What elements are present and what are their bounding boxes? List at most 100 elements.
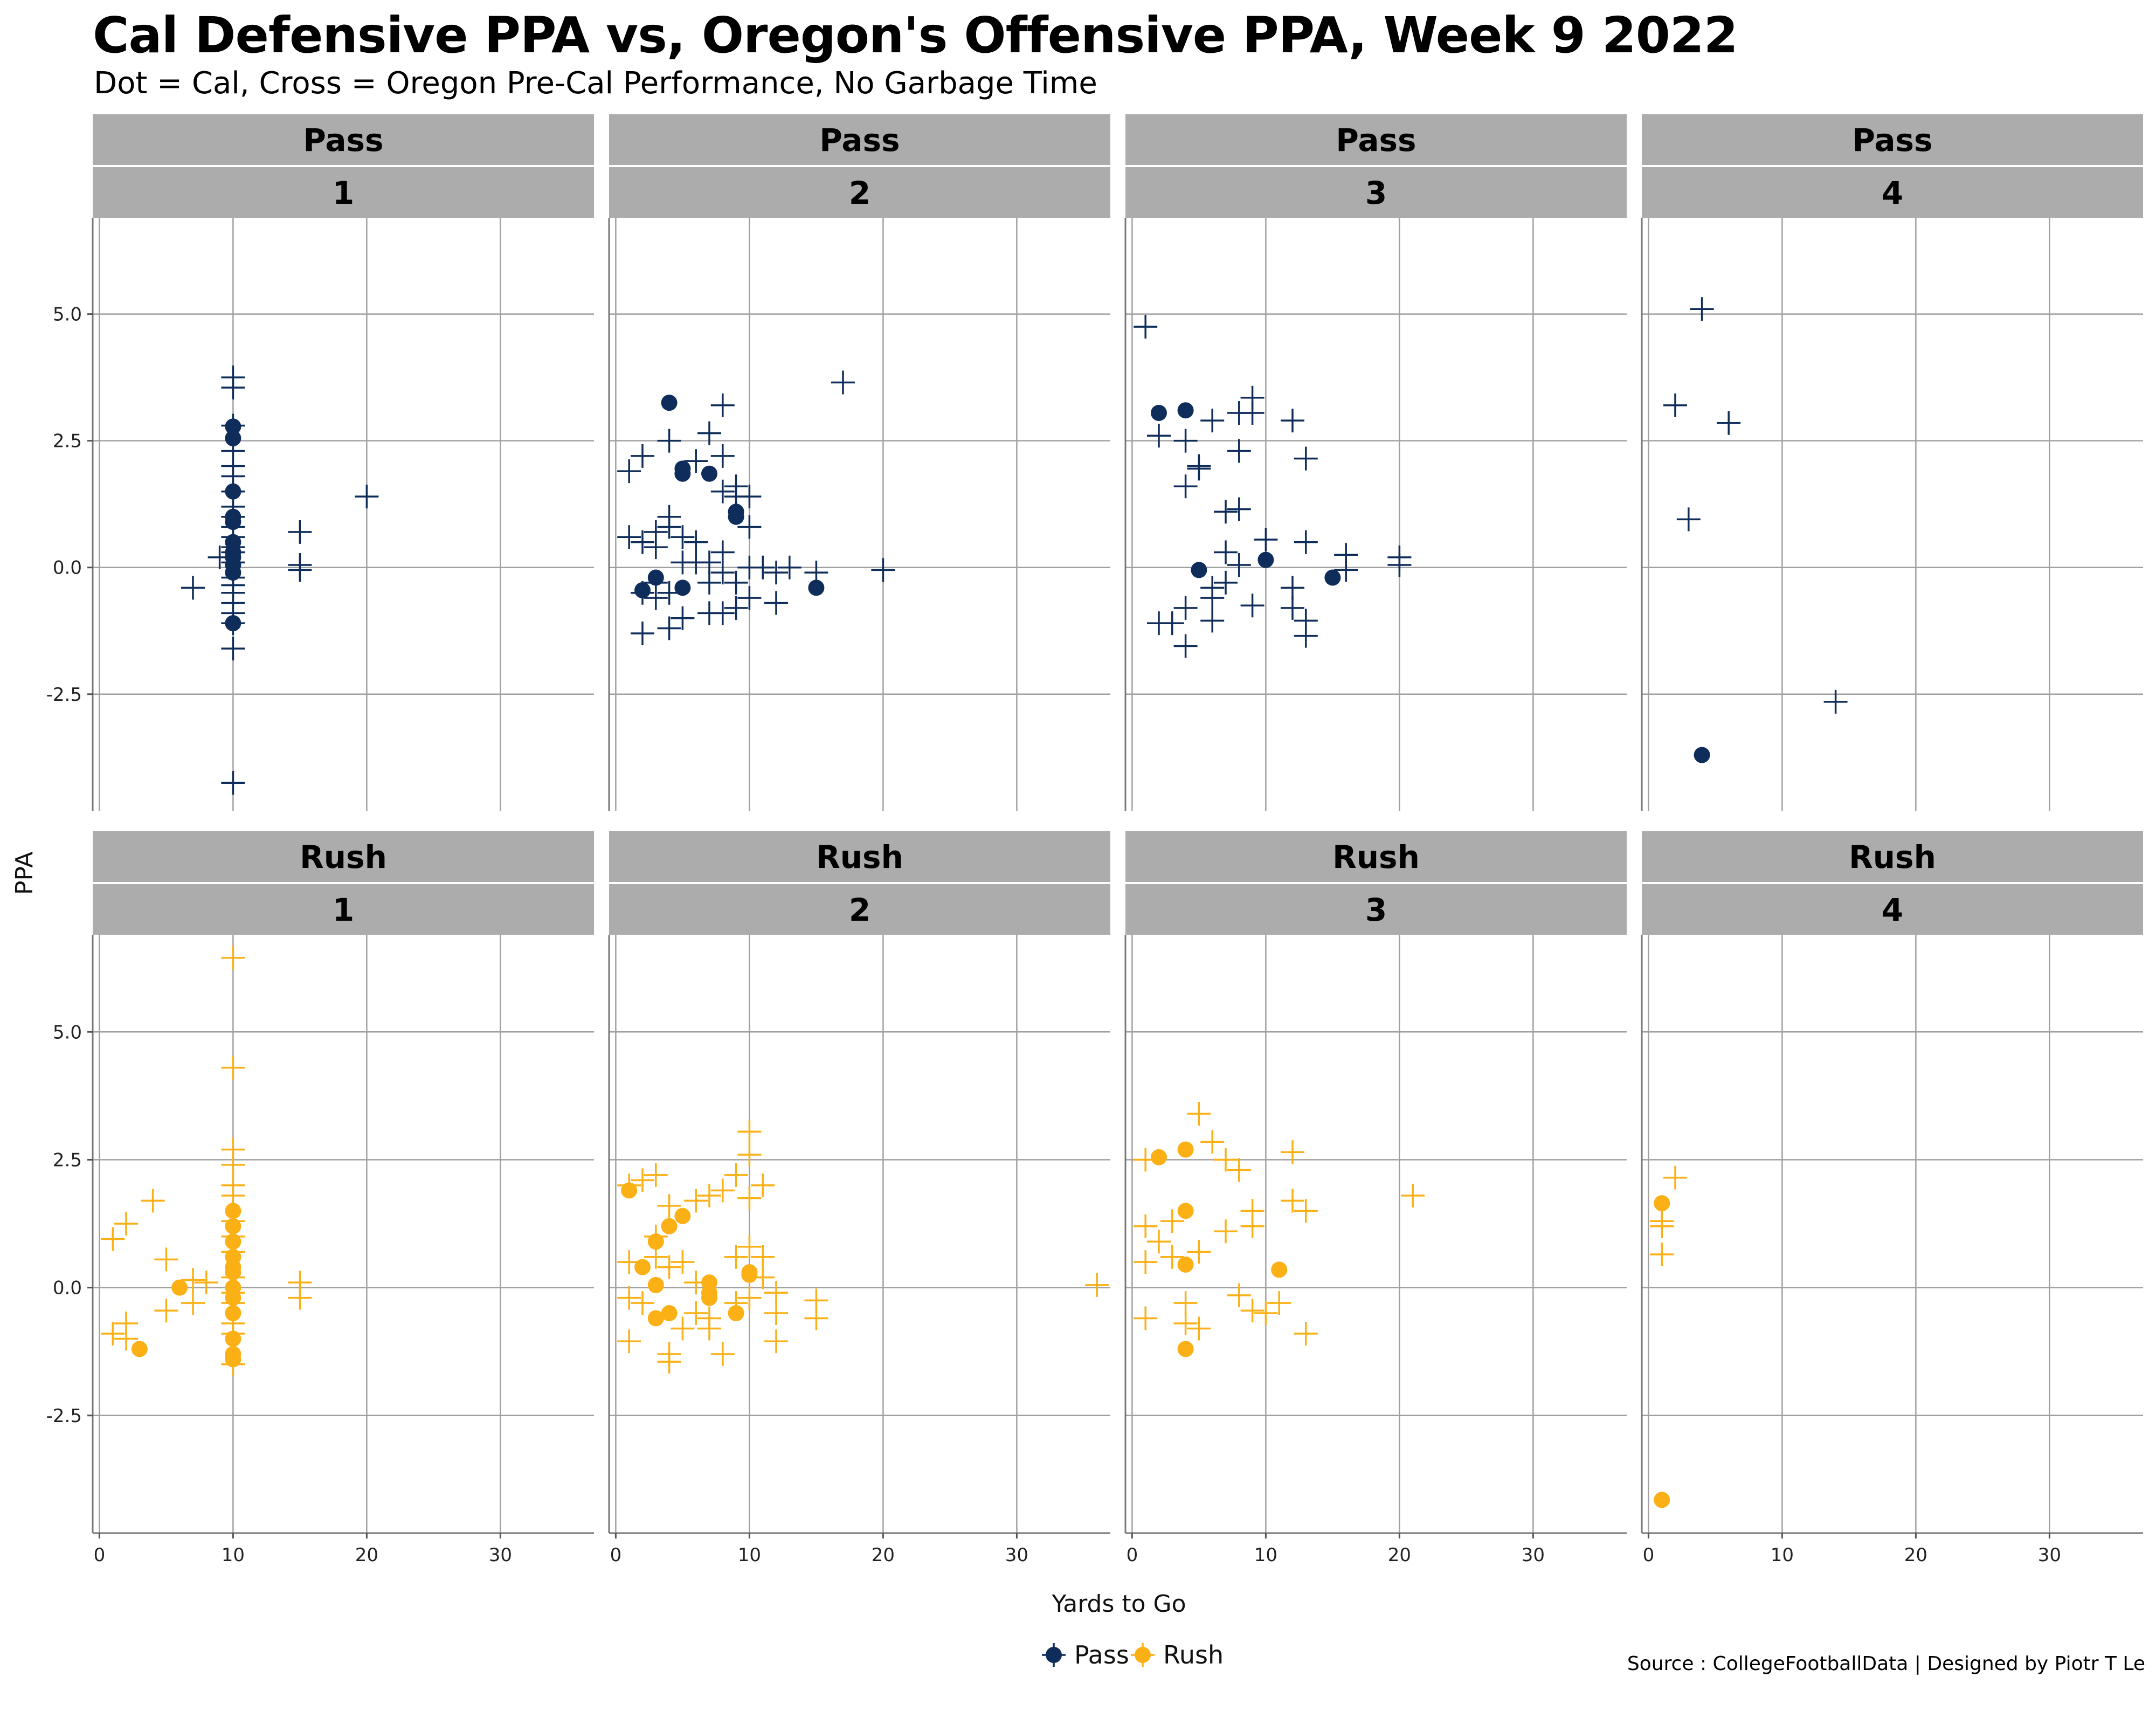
x-tick-label: 10	[1254, 1544, 1277, 1566]
cal-dot-point	[647, 1233, 664, 1250]
oregon-cross-point	[724, 596, 748, 620]
cal-dot-point	[131, 1341, 148, 1357]
cal-dot-point	[225, 514, 241, 530]
cal-dot-point	[1191, 562, 1207, 578]
cal-dot-point	[225, 1330, 241, 1347]
oregon-cross-point	[1267, 1291, 1291, 1315]
oregon-cross-point	[221, 375, 245, 399]
oregon-cross-point	[1187, 457, 1211, 481]
oregon-cross-point	[737, 1142, 762, 1167]
strip-label-play-type: Rush	[1332, 839, 1420, 875]
oregon-cross-point	[831, 370, 855, 395]
cal-dot-point	[701, 1289, 717, 1306]
strip-label-play-type: Rush	[1849, 839, 1936, 875]
cal-dot-point	[674, 579, 691, 596]
oregon-cross-point	[697, 1316, 721, 1341]
strip-down-bg	[1125, 884, 1627, 935]
cal-dot-point	[1257, 551, 1274, 568]
oregon-cross-point	[1200, 1130, 1225, 1154]
oregon-cross-point	[154, 1299, 178, 1323]
oregon-cross-point	[671, 525, 695, 549]
oregon-cross-point	[871, 558, 895, 582]
oregon-cross-point	[221, 946, 245, 970]
strip-label-down: 1	[333, 892, 354, 928]
oregon-cross-point	[1214, 500, 1238, 524]
cal-dot-point	[634, 582, 651, 599]
strip-play-type-bg	[1125, 114, 1627, 165]
oregon-cross-point	[1294, 530, 1318, 554]
oregon-cross-point	[764, 561, 788, 585]
oregon-cross-point	[221, 1153, 245, 1177]
oregon-cross-point	[288, 558, 312, 582]
oregon-cross-point	[777, 555, 801, 579]
strip-down-bg	[93, 884, 594, 935]
cal-dot-point	[1177, 1203, 1194, 1219]
oregon-cross-point	[671, 1316, 695, 1341]
oregon-cross-point	[1173, 1312, 1198, 1336]
oregon-cross-point	[1227, 1158, 1251, 1182]
oregon-cross-point	[1676, 507, 1701, 532]
oregon-cross-point	[1214, 540, 1238, 564]
x-tick-label: 0	[610, 1544, 622, 1566]
strip-play-type-bg	[1125, 831, 1627, 882]
cal-dot-point	[661, 1218, 678, 1234]
oregon-cross-point	[710, 479, 735, 503]
oregon-cross-point	[617, 525, 641, 549]
cal-dot-point	[808, 579, 825, 596]
oregon-cross-point	[1387, 553, 1412, 577]
cal-dot-point	[661, 1305, 678, 1322]
oregon-cross-point	[1294, 1199, 1318, 1223]
oregon-cross-point	[1173, 429, 1198, 453]
x-tick-label: 30	[1005, 1544, 1028, 1566]
cal-dot-point	[225, 1233, 241, 1250]
source-caption: Source : CollegeFootballData | Designed …	[1627, 1653, 2145, 1675]
oregon-cross-point	[1281, 1140, 1304, 1164]
y-tick-label: 2.5	[53, 1149, 82, 1171]
cal-dot-point	[728, 1305, 744, 1322]
cal-dot-point	[1324, 569, 1341, 586]
oregon-cross-point	[617, 459, 641, 484]
strip-label-play-type: Pass	[303, 122, 383, 158]
cal-dot-point	[674, 1208, 691, 1224]
cal-dot-point	[728, 508, 744, 525]
oregon-cross-point	[1281, 1189, 1304, 1213]
oregon-cross-point	[737, 586, 762, 610]
oregon-cross-point	[724, 570, 748, 595]
strip-label-play-type: Pass	[1852, 122, 1932, 158]
oregon-cross-point	[1663, 393, 1687, 417]
cal-dot-point	[1271, 1261, 1288, 1278]
strip-play-type-bg	[609, 114, 1110, 165]
strip-label-down: 3	[1365, 175, 1387, 211]
oregon-cross-point	[1281, 576, 1304, 600]
strip-label-play-type: Rush	[816, 839, 903, 875]
legend-key-dot	[1046, 1647, 1062, 1663]
strip-label-down: 1	[333, 175, 354, 211]
strip-label-down: 4	[1882, 175, 1903, 211]
oregon-cross-point	[1160, 1209, 1184, 1233]
oregon-cross-point	[710, 1342, 735, 1366]
oregon-cross-point	[617, 1286, 641, 1310]
x-tick-label: 30	[489, 1544, 512, 1566]
cal-dot-point	[225, 1264, 241, 1281]
oregon-cross-point	[657, 1255, 681, 1279]
x-tick-label: 30	[1522, 1544, 1545, 1566]
cal-dot-point	[225, 483, 241, 500]
cal-dot-point	[1177, 1141, 1194, 1158]
cal-dot-point	[225, 1203, 241, 1219]
legend-key-dot	[1135, 1647, 1151, 1663]
x-tick-label: 10	[222, 1544, 245, 1566]
oregon-cross-point	[1173, 1291, 1198, 1315]
x-tick-label: 20	[1904, 1544, 1927, 1566]
oregon-cross-point	[644, 535, 668, 560]
oregon-cross-point	[288, 1286, 312, 1310]
oregon-cross-point	[684, 1301, 708, 1326]
oregon-cross-point	[114, 1212, 138, 1236]
oregon-cross-point	[355, 485, 379, 509]
y-tick-label: -2.5	[46, 684, 82, 706]
x-tick-label: 20	[872, 1544, 895, 1566]
x-tick-label: 0	[1643, 1544, 1655, 1566]
oregon-cross-point	[657, 616, 681, 640]
y-tick-label: 5.0	[53, 304, 82, 326]
oregon-cross-point	[1173, 634, 1198, 658]
x-tick-label: 10	[1771, 1544, 1794, 1566]
